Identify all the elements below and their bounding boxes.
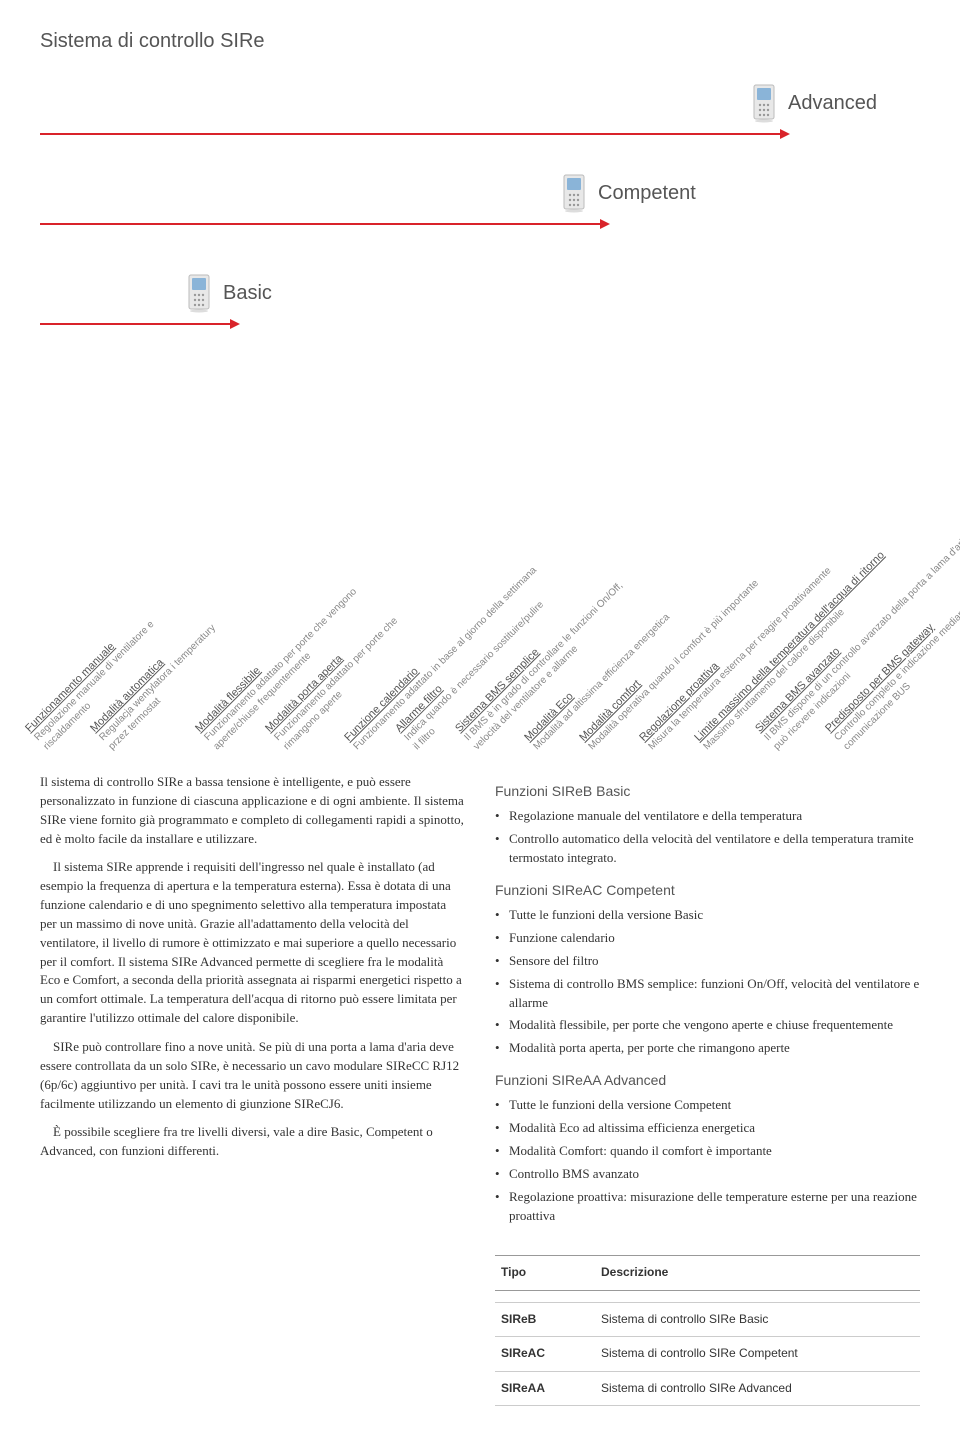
model-table: Tipo Descrizione SIReB Sistema di contro…	[495, 1255, 920, 1406]
list-item: Tutte le funzioni della versione Compete…	[495, 1096, 920, 1115]
cell-desc: Sistema di controllo SIRe Competent	[601, 1345, 914, 1362]
list-item: Modalità flessibile, per porte che vengo…	[495, 1016, 920, 1035]
hero-diagram: Advanced Competent Basic	[40, 83, 920, 343]
feature-list: Tutte le funzioni della versione Basic Fu…	[495, 906, 920, 1058]
list-item: Regolazione proattiva: misurazione delle…	[495, 1188, 920, 1226]
level-label: Advanced	[788, 92, 877, 115]
feature-diagonal-labels: Funzionamento manualeRegolazione manuale…	[40, 353, 920, 753]
table-spacer	[495, 1291, 920, 1303]
table-header: Tipo Descrizione	[495, 1256, 920, 1290]
list-item: Funzione calendario	[495, 929, 920, 948]
col-descrizione: Descrizione	[601, 1264, 914, 1281]
body-paragraph: SIRe può controllare fino a nove unità. …	[40, 1038, 465, 1113]
cell-tipo: SIReB	[501, 1311, 601, 1328]
table-row: SIReAA Sistema di controllo SIRe Advance…	[495, 1372, 920, 1406]
cell-tipo: SIReAA	[501, 1380, 601, 1397]
list-item: Modalità Eco ad altissima efficienza ene…	[495, 1119, 920, 1138]
section-heading: Funzioni SIReAC Competent	[495, 880, 920, 900]
level-advanced: Advanced	[750, 83, 877, 123]
body-paragraph: Il sistema SIRe apprende i requisiti del…	[40, 858, 465, 1028]
col-tipo: Tipo	[501, 1264, 601, 1281]
feature-list: Regolazione manuale del ventilatore e de…	[495, 807, 920, 868]
table-row: SIReAC Sistema di controllo SIRe Compete…	[495, 1337, 920, 1371]
body-paragraph: È possibile scegliere fra tre livelli di…	[40, 1123, 465, 1161]
level-line	[40, 133, 780, 135]
level-label: Basic	[223, 282, 272, 305]
list-item: Modalità Comfort: quando il comfort è im…	[495, 1142, 920, 1161]
list-item: Regolazione manuale del ventilatore e de…	[495, 807, 920, 826]
right-column: Funzioni SIReB Basic Regolazione manuale …	[495, 773, 920, 1406]
list-item: Sensore del filtro	[495, 952, 920, 971]
level-label: Competent	[598, 182, 696, 205]
cell-desc: Sistema di controllo SIRe Advanced	[601, 1380, 914, 1397]
section-heading: Funzioni SIReAA Advanced	[495, 1070, 920, 1090]
section-heading: Funzioni SIReB Basic	[495, 781, 920, 801]
body-paragraph: Il sistema di controllo SIRe a bassa ten…	[40, 773, 465, 848]
cell-desc: Sistema di controllo SIRe Basic	[601, 1311, 914, 1328]
level-line	[40, 223, 600, 225]
left-column: Il sistema di controllo SIRe a bassa ten…	[40, 773, 465, 1406]
list-item: Controllo automatico della velocità del …	[495, 830, 920, 868]
list-item: Sistema di controllo BMS semplice: funzi…	[495, 975, 920, 1013]
list-item: Controllo BMS avanzato	[495, 1165, 920, 1184]
list-item: Modalità porta aperta, per porte che rim…	[495, 1039, 920, 1058]
level-competent: Competent	[560, 173, 696, 213]
page-title: Sistema di controllo SIRe	[40, 30, 920, 53]
body-columns: Il sistema di controllo SIRe a bassa ten…	[40, 773, 920, 1406]
table-row: SIReB Sistema di controllo SIRe Basic	[495, 1303, 920, 1337]
level-basic: Basic	[185, 273, 272, 313]
cell-tipo: SIReAC	[501, 1345, 601, 1362]
list-item: Tutte le funzioni della versione Basic	[495, 906, 920, 925]
level-line	[40, 323, 230, 325]
feature-list: Tutte le funzioni della versione Compete…	[495, 1096, 920, 1225]
